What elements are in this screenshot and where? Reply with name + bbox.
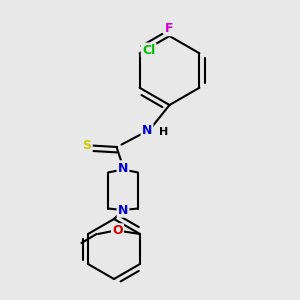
Text: S: S — [82, 139, 91, 152]
Text: Cl: Cl — [142, 44, 155, 57]
Text: N: N — [118, 203, 128, 217]
Text: O: O — [112, 224, 123, 238]
Text: N: N — [118, 161, 128, 175]
Text: F: F — [165, 22, 174, 35]
Text: N: N — [142, 124, 152, 137]
Text: H: H — [159, 127, 168, 137]
